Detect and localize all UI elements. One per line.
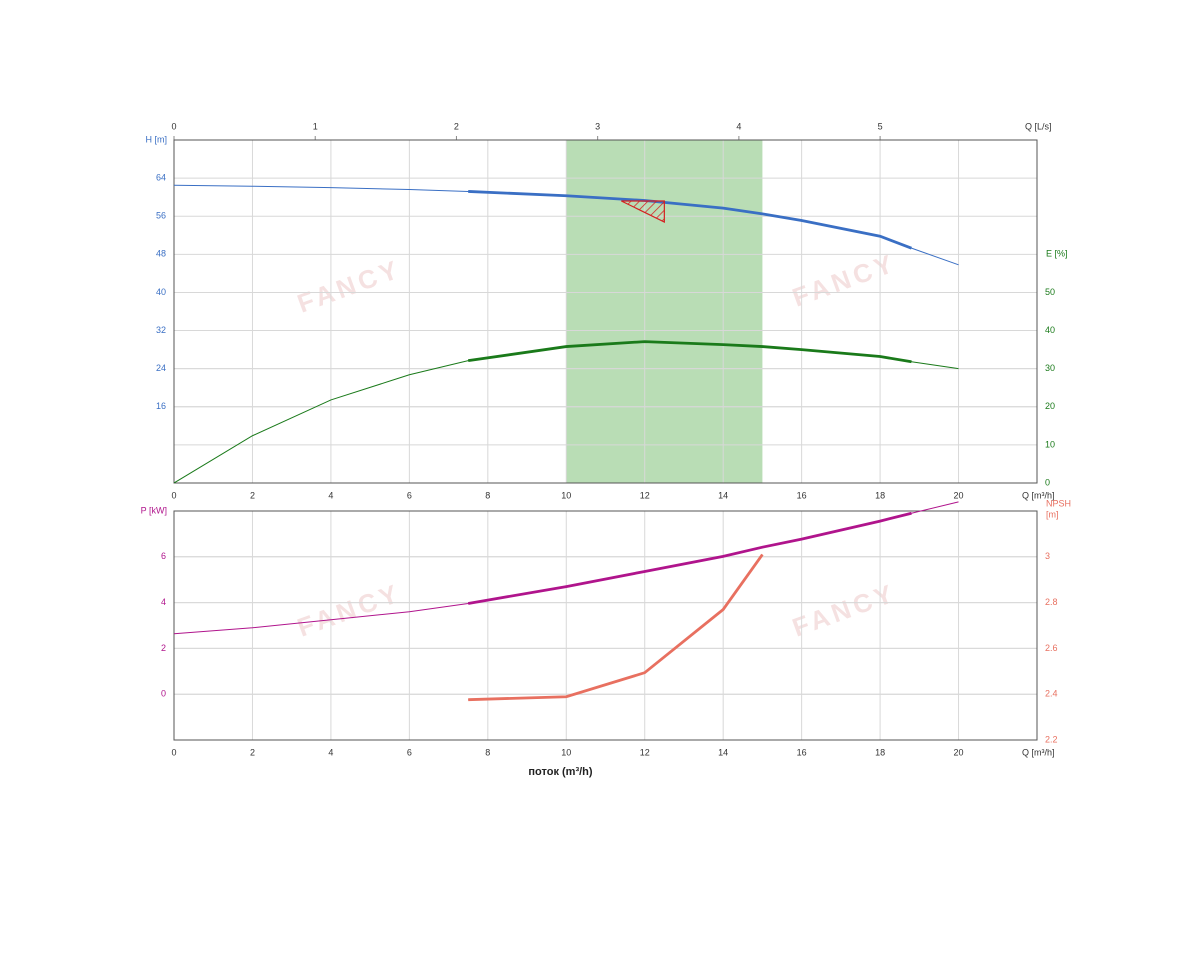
x2-tick-label: 3 (595, 121, 600, 131)
x-tick-label: 12 (640, 490, 650, 500)
series-line-operating (468, 553, 764, 702)
x-tick-label: 6 (407, 747, 412, 757)
y-tick-label: 24 (156, 363, 166, 373)
x2-tick-label: 0 (171, 121, 176, 131)
x-tick-label: 18 (875, 490, 885, 500)
y-tick-label: 0 (161, 689, 166, 699)
x-tick-label: 10 (561, 747, 571, 757)
x-axis-label: Q [m³/h] (1022, 747, 1055, 757)
bep-band (566, 140, 763, 483)
x-tick-label: 2 (250, 747, 255, 757)
x2-tick-label: 4 (736, 121, 741, 131)
y-axis-label: H [m] (146, 134, 168, 144)
y2-tick-label: 30 (1045, 363, 1055, 373)
series-line-operating (468, 340, 912, 364)
x-tick-label: 8 (485, 490, 490, 500)
watermark: FANCY (293, 253, 405, 318)
x-tick-label: 14 (718, 490, 728, 500)
y2-axis-label: E [%] (1046, 248, 1068, 258)
x-tick-label: 0 (171, 490, 176, 500)
y-tick-label: 6 (161, 551, 166, 561)
x-tick-label: 6 (407, 490, 412, 500)
x2-tick-label: 1 (313, 121, 318, 131)
x-tick-label: 20 (954, 747, 964, 757)
x-title: поток (m³/h) (528, 766, 592, 778)
plot-frame (173, 139, 1038, 484)
x-tick-label: 16 (797, 490, 807, 500)
y-tick-label: 40 (156, 287, 166, 297)
x-tick-label: 18 (875, 747, 885, 757)
y-tick-label: 48 (156, 249, 166, 259)
series-line-operating (467, 511, 912, 605)
series-line-operating (468, 190, 912, 250)
watermark: FANCY (293, 577, 405, 642)
y2-tick-label: 2.4 (1045, 689, 1058, 699)
x-axis-label: Q [m³/h] (1022, 490, 1055, 500)
x-tick-label: 4 (328, 747, 333, 757)
y2-tick-label: 50 (1045, 287, 1055, 297)
y-tick-label: 4 (161, 597, 166, 607)
x-tick-label: 8 (485, 747, 490, 757)
y2-tick-label: 10 (1045, 439, 1055, 449)
x-tick-label: 16 (797, 747, 807, 757)
y-tick-label: 16 (156, 401, 166, 411)
y2-tick-label: 2.2 (1045, 734, 1058, 744)
y-tick-label: 56 (156, 211, 166, 221)
y2-axis-label: NPSH (1046, 498, 1071, 508)
x2-tick-label: 5 (878, 121, 883, 131)
y2-tick-label: 20 (1045, 401, 1055, 411)
x-tick-label: 4 (328, 490, 333, 500)
y-tick-label: 32 (156, 325, 166, 335)
y-tick-label: 2 (161, 643, 166, 653)
x2-axis-label: Q [L/s] (1025, 121, 1052, 131)
x-tick-label: 12 (640, 747, 650, 757)
x-tick-label: 10 (561, 490, 571, 500)
y-axis-label: P [kW] (141, 505, 167, 515)
y-tick-label: 64 (156, 172, 166, 182)
watermark: FANCY (788, 577, 900, 642)
y2-tick-label: 0 (1045, 477, 1050, 487)
y2-tick-label: 2.6 (1045, 643, 1058, 653)
watermark: FANCY (788, 247, 900, 312)
x-tick-label: 2 (250, 490, 255, 500)
x-tick-label: 14 (718, 747, 728, 757)
y2-axis-label: [m] (1046, 509, 1059, 519)
y2-tick-label: 3 (1045, 551, 1050, 561)
plot-frame (173, 510, 1038, 741)
duty-point (621, 200, 665, 223)
y2-tick-label: 40 (1045, 325, 1055, 335)
y2-tick-label: 2.8 (1045, 597, 1058, 607)
x2-tick-label: 2 (454, 121, 459, 131)
x-tick-label: 20 (954, 490, 964, 500)
x-tick-label: 0 (171, 747, 176, 757)
